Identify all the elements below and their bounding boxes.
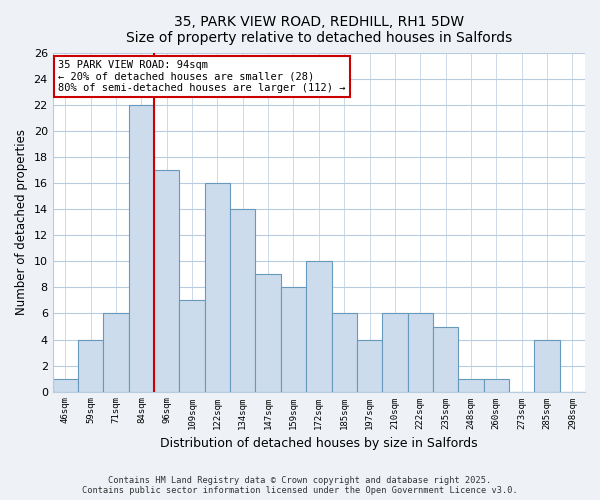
X-axis label: Distribution of detached houses by size in Salfords: Distribution of detached houses by size … xyxy=(160,437,478,450)
Bar xyxy=(357,340,382,392)
Bar xyxy=(205,184,230,392)
Bar xyxy=(535,340,560,392)
Title: 35, PARK VIEW ROAD, REDHILL, RH1 5DW
Size of property relative to detached house: 35, PARK VIEW ROAD, REDHILL, RH1 5DW Siz… xyxy=(126,15,512,45)
Bar xyxy=(230,210,256,392)
Bar xyxy=(256,274,281,392)
Y-axis label: Number of detached properties: Number of detached properties xyxy=(15,130,28,316)
Text: 35 PARK VIEW ROAD: 94sqm
← 20% of detached houses are smaller (28)
80% of semi-d: 35 PARK VIEW ROAD: 94sqm ← 20% of detach… xyxy=(58,60,346,94)
Bar xyxy=(332,314,357,392)
Bar xyxy=(458,378,484,392)
Bar xyxy=(281,288,306,392)
Text: Contains HM Land Registry data © Crown copyright and database right 2025.
Contai: Contains HM Land Registry data © Crown c… xyxy=(82,476,518,495)
Bar xyxy=(433,326,458,392)
Bar xyxy=(306,262,332,392)
Bar xyxy=(382,314,407,392)
Bar xyxy=(53,378,78,392)
Bar xyxy=(484,378,509,392)
Bar xyxy=(407,314,433,392)
Bar xyxy=(78,340,103,392)
Bar xyxy=(103,314,129,392)
Bar xyxy=(179,300,205,392)
Bar xyxy=(154,170,179,392)
Bar xyxy=(129,106,154,392)
